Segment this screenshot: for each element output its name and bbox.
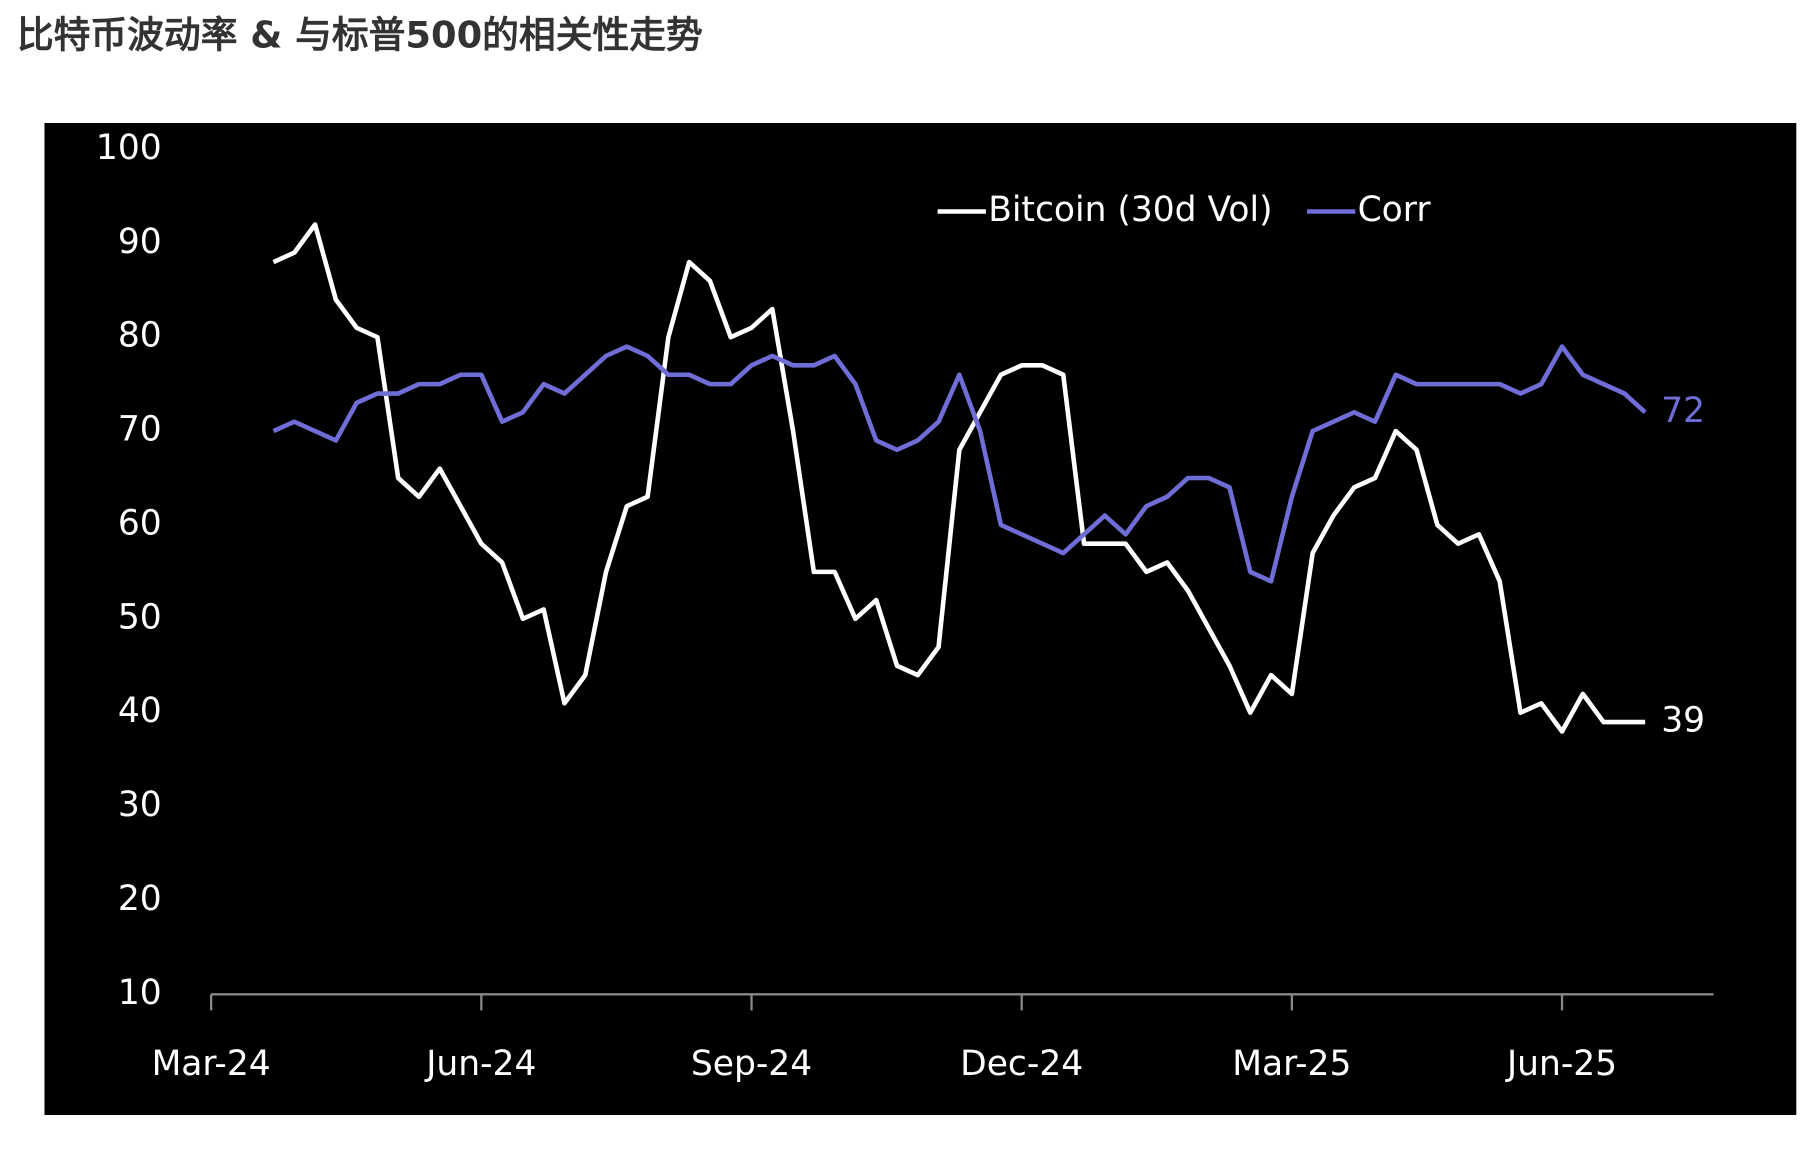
series-line [272,344,1647,584]
end-label: 72 [1661,391,1705,431]
y-tick-label: 70 [118,410,162,450]
x-tick-label: Jun-25 [1505,1044,1617,1084]
x-tick-label: Mar-25 [1232,1044,1351,1084]
x-tick-label: Sep-24 [691,1044,812,1084]
y-tick-label: 50 [118,597,162,637]
y-tick-label: 40 [118,691,162,731]
end-label: 39 [1661,701,1705,741]
legend-label: Corr [1358,190,1432,230]
x-tick-label: Mar-24 [152,1044,271,1084]
y-tick-label: 80 [118,316,162,356]
chart-title: 比特币波动率 & 与标普500的相关性走势 [17,13,703,56]
series-line [272,222,1646,734]
x-tick-label: Jun-24 [424,1044,536,1084]
y-tick-label: 100 [96,128,162,168]
legend-label: Bitcoin (30d Vol) [988,190,1272,230]
y-tick-label: 20 [118,879,162,919]
x-tick-label: Dec-24 [960,1044,1083,1084]
plot-background [44,122,1797,1116]
y-tick-label: 90 [118,222,162,262]
y-tick-label: 30 [118,785,162,825]
y-tick-label: 10 [118,973,162,1013]
y-tick-label: 60 [118,503,162,543]
